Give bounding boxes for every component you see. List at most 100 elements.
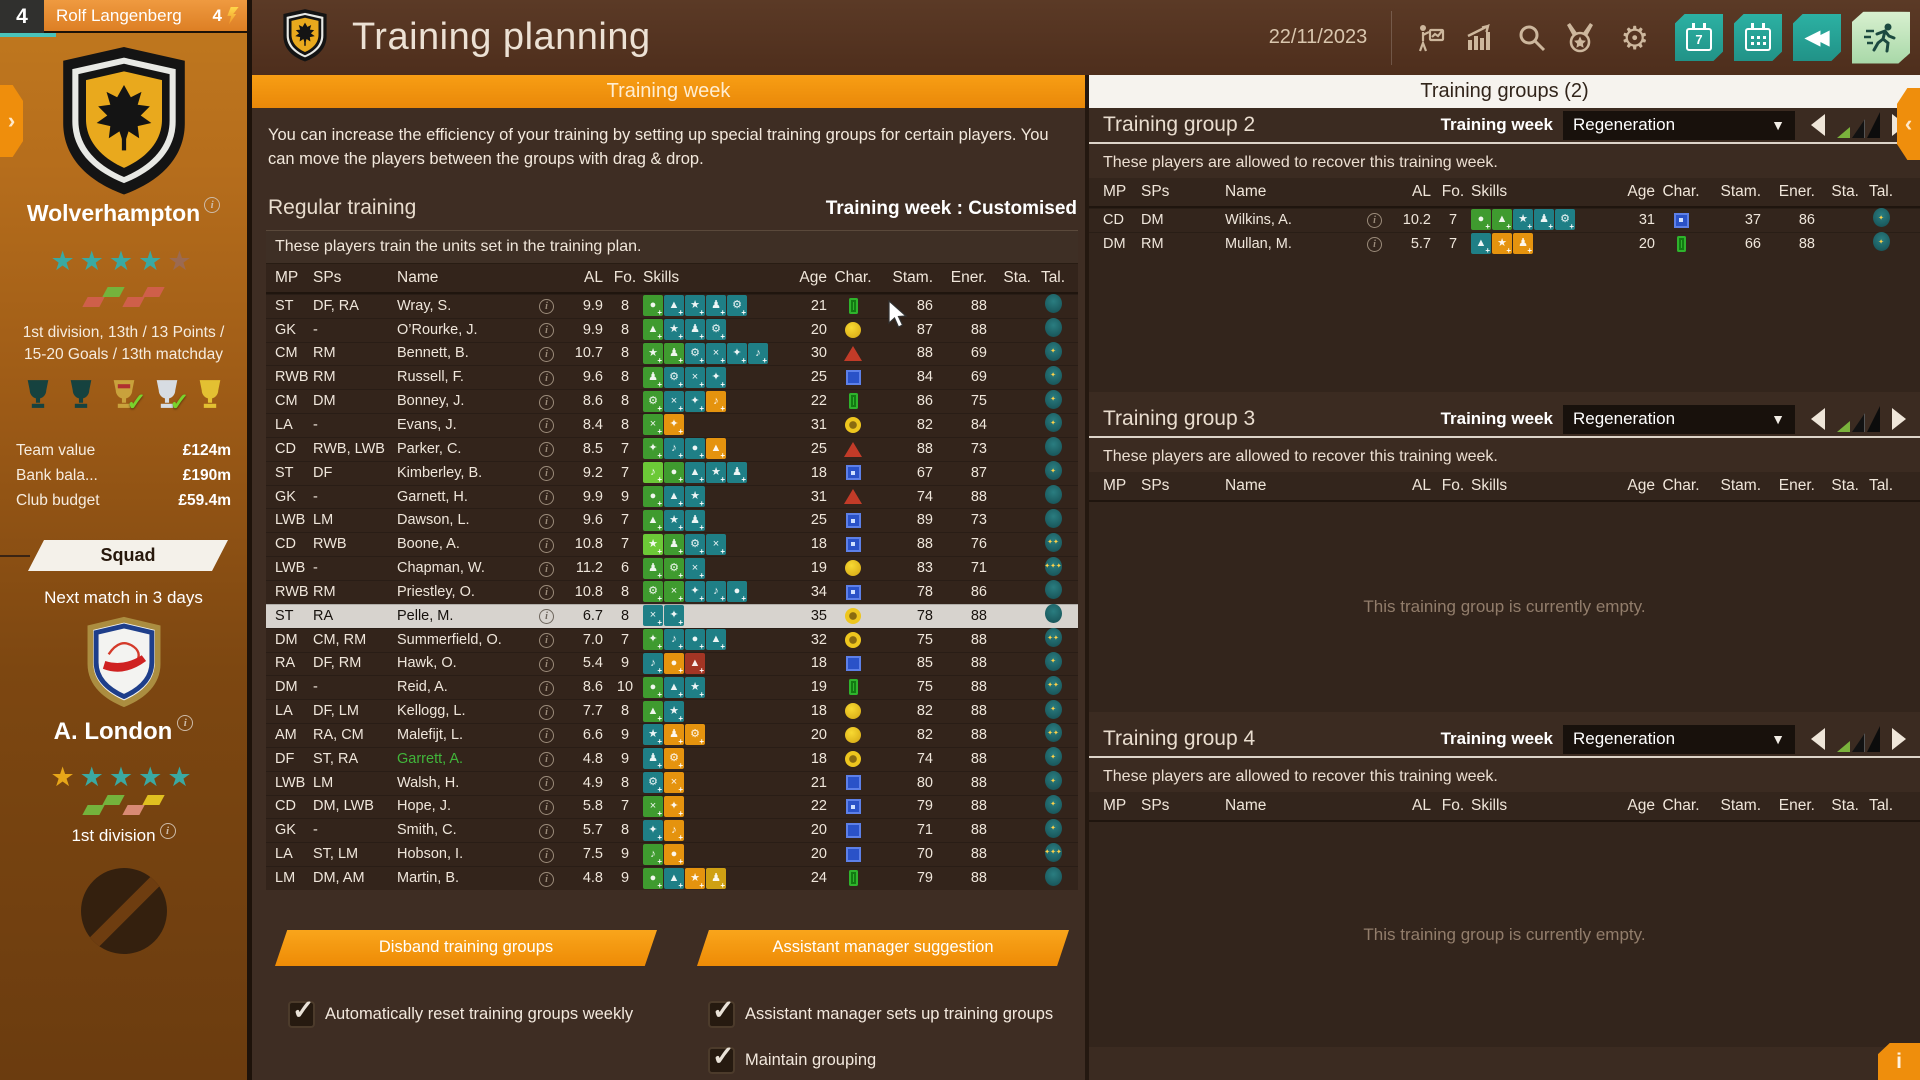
player-info-icon[interactable]: i [539, 656, 554, 672]
player-row[interactable]: ST DF, RA Wray, S. i 9.9 8 ● + ▲ + ★ + ♟ + ⚙ +21 86 88 [266, 294, 1078, 318]
skill-plus: + [678, 689, 683, 699]
training-week-dropdown[interactable]: Regeneration ▼ [1563, 110, 1795, 140]
tab-training-week[interactable]: Training week [252, 75, 1085, 108]
prev-week-arrow[interactable] [1811, 728, 1825, 750]
player-info-icon[interactable]: i [539, 728, 554, 744]
continue-button[interactable] [1852, 11, 1910, 64]
player-row[interactable]: RWB RM Russell, F. i 9.6 8 ♟ + ⚙ + × + ✦ +25 84 69 ✦ [266, 365, 1078, 389]
sidebar-expand-tab[interactable]: › [0, 85, 23, 157]
player-info-icon[interactable]: i [539, 418, 554, 434]
rewind-button[interactable]: ◀◀ [1793, 14, 1841, 61]
player-row[interactable]: ST DF Kimberley, B. i 9.2 7 ♪ + ● + ▲ + ★ + ♟ +18 67 87 ✦ [266, 461, 1078, 485]
player-row[interactable]: GK - Garnett, H. i 9.9 9 ● + ▲ + ★ +31 74 88 [266, 485, 1078, 509]
maintain-grouping-checkbox[interactable]: ✓ [708, 1041, 735, 1075]
player-row[interactable]: AM RA, CM Malefijt, L. i 6.6 9 ★ + ♟ + ⚙ +20 82 88 ✦✦ [266, 723, 1078, 747]
manager-bar[interactable]: Rolf Langenberg 4 [44, 0, 247, 33]
checkbox-assistant-setup[interactable]: ✓ Assistant manager sets up training gro… [708, 995, 1053, 1029]
disband-groups-button[interactable]: Disband training groups [275, 929, 657, 966]
tab-training-groups[interactable]: Training groups (2) [1089, 75, 1920, 108]
player-row[interactable]: GK - Smith, C. i 5.7 8 ✦ + ♪ +20 71 88 ✦ [266, 818, 1078, 842]
cell-stam: 82 [916, 703, 933, 720]
player-info-icon[interactable]: i [539, 466, 554, 482]
player-row[interactable]: CM DM Bonney, J. i 8.6 8 ⚙ + × + ✦ + ♪ +22 86 75 ✦ [266, 389, 1078, 413]
player-row[interactable]: LA - Evans, J. i 8.4 8 × + ✦ +31 82 84 ✦ [266, 413, 1078, 437]
player-row[interactable]: CD RWB, LWB Parker, C. i 8.5 7 ✦ + ♪ + ● + ▲ +25 88 73 [266, 437, 1078, 461]
search-icon[interactable] [1518, 24, 1546, 52]
player-row[interactable]: LM DM, AM Martin, B. i 4.8 9 ● + ▲ + ★ + ♟ +24 79 88 [266, 866, 1078, 890]
club-info-icon[interactable]: i [204, 196, 221, 213]
opponent-info-icon[interactable]: i [177, 714, 194, 731]
player-info-icon[interactable]: i [539, 585, 554, 601]
opponent-badge[interactable] [76, 614, 172, 715]
assistant-suggestion-button[interactable]: Assistant manager suggestion [697, 929, 1069, 966]
club-badge[interactable] [48, 44, 200, 201]
panel-collapse-tab[interactable]: ‹ [1897, 88, 1920, 160]
player-row[interactable]: LA DF, LM Kellogg, L. i 7.7 8 ▲ + ★ +18 82 88 ✦ [266, 699, 1078, 723]
player-row[interactable]: DM CM, RM Summerfield, O. i 7.0 7 ✦ + ♪ + ● + ▲ +32 75… [266, 628, 1078, 652]
player-info-icon[interactable]: i [539, 299, 554, 315]
player-info-icon[interactable]: i [1367, 213, 1382, 229]
opponent-league-info-icon[interactable]: i [159, 822, 176, 839]
cell-mp: CD [1103, 211, 1124, 228]
statistics-icon[interactable] [1466, 23, 1498, 52]
player-info-icon[interactable]: i [539, 633, 554, 649]
player-info-icon[interactable]: i [539, 323, 554, 339]
player-row[interactable]: RA DF, RM Hawk, O. i 5.4 9 ♪ + ● + ▲ +18 85 88 ✦ [266, 651, 1078, 676]
player-row[interactable]: LWB LM Walsh, H. i 4.9 8 ⚙ + × +21 80 88 ✦ [266, 771, 1078, 795]
player-info-icon[interactable]: i [539, 513, 554, 529]
player-info-icon[interactable]: i [539, 871, 554, 887]
player-info-icon[interactable]: i [539, 370, 554, 386]
player-row[interactable]: LA ST, LM Hobson, I. i 7.5 9 ♪ + ● +20 70 88 ✦✦✦ [266, 842, 1078, 866]
prev-week-arrow[interactable] [1811, 408, 1825, 430]
player-info-icon[interactable]: i [539, 394, 554, 410]
player-row[interactable]: CD DM Wilkins, A. i 10.2 7 ● + ▲ + ★ + ♟ + ⚙ +31 37 86 ✦ [1089, 208, 1920, 232]
squad-button[interactable]: Squad [28, 540, 228, 571]
next-week-arrow[interactable] [1892, 408, 1906, 430]
calendar-month-button[interactable] [1734, 14, 1782, 61]
prev-week-arrow[interactable] [1811, 114, 1825, 136]
player-row[interactable]: CD DM, LWB Hope, J. i 5.8 7 × + ✦ +22 79 88 ✦ [266, 794, 1078, 819]
col-header-tal: Tal. [1868, 797, 1894, 814]
cell-tal: ✦ [1031, 794, 1075, 818]
player-info-icon[interactable]: i [539, 561, 554, 577]
player-row[interactable]: LWB LM Dawson, L. i 9.6 7 ▲ + ★ + ♟ +25 89 73 [266, 508, 1078, 532]
player-info-icon[interactable]: i [539, 680, 554, 696]
assistant-setup-checkbox[interactable]: ✓ [708, 995, 735, 1029]
player-row[interactable]: CD RWB Boone, A. i 10.8 7 ★ + ♟ + ⚙ + × +18 88 76 ✦✦ [266, 532, 1078, 556]
info-corner-button[interactable]: i [1878, 1043, 1920, 1080]
player-info-icon[interactable]: i [539, 609, 554, 625]
player-info-icon[interactable]: i [539, 490, 554, 506]
training-week-dropdown[interactable]: Regeneration ▼ [1563, 724, 1795, 754]
skill-plus: + [678, 880, 683, 890]
skill-plus: + [657, 594, 662, 604]
player-info-icon[interactable]: i [539, 537, 554, 553]
player-info-icon[interactable]: i [539, 346, 554, 362]
auto-reset-checkbox[interactable]: ✓ [288, 995, 315, 1029]
training-week-dropdown[interactable]: Regeneration ▼ [1563, 404, 1795, 434]
player-info-icon[interactable]: i [539, 847, 554, 863]
medal-icon[interactable] [1566, 22, 1594, 53]
player-row[interactable]: CM RM Bennett, B. i 10.7 8 ★ + ♟ + ⚙ + × + ✦ + ♪ +30 88 69 ✦ [266, 341, 1078, 366]
player-info-icon[interactable]: i [1367, 237, 1382, 253]
player-info-icon[interactable]: i [539, 799, 554, 815]
settings-gear-icon[interactable]: ⚙ [1620, 19, 1649, 56]
tactics-board-icon[interactable] [1416, 24, 1446, 52]
player-row[interactable]: ST RA Pelle, M. i 6.7 8 × + ✦ +35 78 88 [266, 603, 1078, 628]
calendar-day-button[interactable]: 7 [1675, 14, 1723, 61]
player-row[interactable]: GK - O’Rourke, J. i 9.9 8 ▲ + ★ + ♟ + ⚙ +20 87 88 [266, 318, 1078, 342]
next-week-arrow[interactable] [1892, 728, 1906, 750]
player-info-icon[interactable]: i [539, 704, 554, 720]
player-row[interactable]: DF ST, RA Garrett, A. i 4.8 9 ♟ + ⚙ +18 74 88 ✦ [266, 747, 1078, 771]
player-info-icon[interactable]: i [539, 823, 554, 839]
checkbox-auto-reset[interactable]: ✓ Automatically reset training groups we… [288, 995, 708, 1029]
player-row[interactable]: RWB RM Priestley, O. i 10.8 8 ⚙ + × + ✦ + ♪ + ● +34 78 86 [266, 580, 1078, 604]
player-info-icon[interactable]: i [539, 776, 554, 792]
checkbox-maintain-grouping[interactable]: ✓ Maintain grouping [708, 1041, 876, 1075]
player-info-icon[interactable]: i [539, 752, 554, 768]
skill-tile-icon: ✦ + [664, 414, 684, 436]
player-info-icon[interactable]: i [539, 442, 554, 458]
player-row[interactable]: DM - Reid, A. i 8.6 10 ● + ▲ + ★ +19 75 88 ✦✦ [266, 675, 1078, 699]
player-row[interactable]: LWB - Chapman, W. i 11.2 6 ♟ + ⚙ + × +19 83 71 ✦✦✦ [266, 556, 1078, 580]
col-header-stam: Stam. [892, 268, 933, 286]
player-row[interactable]: DM RM Mullan, M. i 5.7 7 ▲ + ★ + ♟ +20 66 88 ✦ [1089, 232, 1920, 256]
